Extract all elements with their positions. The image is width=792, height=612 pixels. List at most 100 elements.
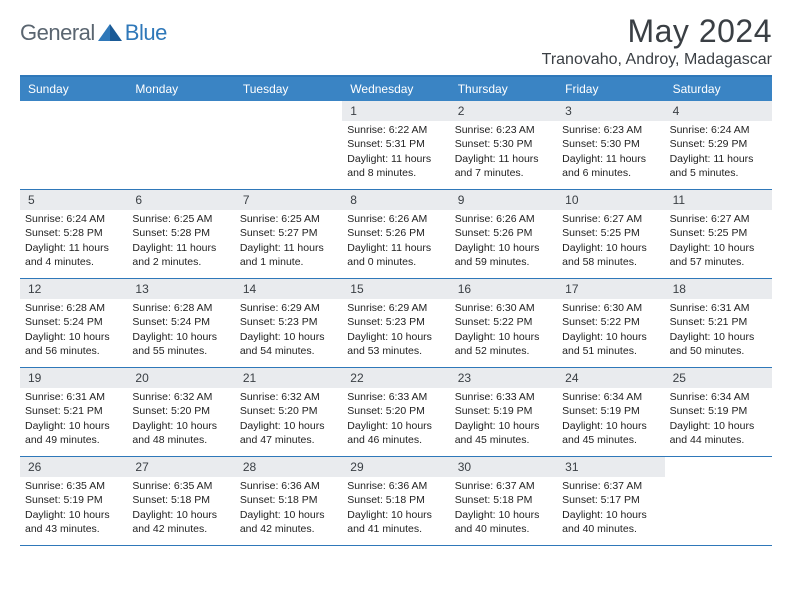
day-details: Sunrise: 6:22 AMSunset: 5:31 PMDaylight:… (342, 121, 449, 186)
daylight-text: Daylight: 10 hours and 48 minutes. (132, 419, 229, 447)
day-number: 23 (450, 368, 557, 388)
daylight-text: Daylight: 10 hours and 42 minutes. (132, 508, 229, 536)
daylight-text: Daylight: 10 hours and 45 minutes. (562, 419, 659, 447)
sunset-text: Sunset: 5:20 PM (132, 404, 229, 418)
sunrise-text: Sunrise: 6:37 AM (455, 479, 552, 493)
day-number: 27 (127, 457, 234, 477)
day-number: 21 (235, 368, 342, 388)
sunset-text: Sunset: 5:21 PM (25, 404, 122, 418)
calendar-day-cell: 29Sunrise: 6:36 AMSunset: 5:18 PMDayligh… (342, 457, 449, 545)
calendar-day-cell: 17Sunrise: 6:30 AMSunset: 5:22 PMDayligh… (557, 279, 664, 367)
sunset-text: Sunset: 5:23 PM (240, 315, 337, 329)
sunrise-text: Sunrise: 6:26 AM (455, 212, 552, 226)
weeks-container: 1Sunrise: 6:22 AMSunset: 5:31 PMDaylight… (20, 101, 772, 546)
day-number: 14 (235, 279, 342, 299)
sunset-text: Sunset: 5:21 PM (670, 315, 767, 329)
day-details: Sunrise: 6:25 AMSunset: 5:28 PMDaylight:… (127, 210, 234, 275)
calendar-day-cell (665, 457, 772, 545)
calendar-day-cell: 20Sunrise: 6:32 AMSunset: 5:20 PMDayligh… (127, 368, 234, 456)
day-number: 9 (450, 190, 557, 210)
day-number: 17 (557, 279, 664, 299)
sunrise-text: Sunrise: 6:28 AM (25, 301, 122, 315)
sunrise-text: Sunrise: 6:37 AM (562, 479, 659, 493)
day-number: 2 (450, 101, 557, 121)
daylight-text: Daylight: 10 hours and 50 minutes. (670, 330, 767, 358)
sunrise-text: Sunrise: 6:29 AM (240, 301, 337, 315)
day-details: Sunrise: 6:31 AMSunset: 5:21 PMDaylight:… (20, 388, 127, 453)
sunset-text: Sunset: 5:20 PM (347, 404, 444, 418)
weekday-header: Thursday (450, 77, 557, 101)
daylight-text: Daylight: 10 hours and 59 minutes. (455, 241, 552, 269)
day-number: 19 (20, 368, 127, 388)
sunrise-text: Sunrise: 6:34 AM (670, 390, 767, 404)
day-details: Sunrise: 6:28 AMSunset: 5:24 PMDaylight:… (20, 299, 127, 364)
day-details: Sunrise: 6:36 AMSunset: 5:18 PMDaylight:… (342, 477, 449, 542)
weekday-header: Tuesday (235, 77, 342, 101)
weekday-header: Wednesday (342, 77, 449, 101)
daylight-text: Daylight: 10 hours and 51 minutes. (562, 330, 659, 358)
day-number: 18 (665, 279, 772, 299)
sunrise-text: Sunrise: 6:32 AM (240, 390, 337, 404)
daylight-text: Daylight: 10 hours and 52 minutes. (455, 330, 552, 358)
day-details: Sunrise: 6:32 AMSunset: 5:20 PMDaylight:… (235, 388, 342, 453)
calendar-day-cell: 24Sunrise: 6:34 AMSunset: 5:19 PMDayligh… (557, 368, 664, 456)
sunset-text: Sunset: 5:26 PM (347, 226, 444, 240)
calendar-day-cell: 4Sunrise: 6:24 AMSunset: 5:29 PMDaylight… (665, 101, 772, 189)
sunset-text: Sunset: 5:18 PM (347, 493, 444, 507)
sunset-text: Sunset: 5:31 PM (347, 137, 444, 151)
day-number: 24 (557, 368, 664, 388)
sunset-text: Sunset: 5:24 PM (25, 315, 122, 329)
day-details: Sunrise: 6:27 AMSunset: 5:25 PMDaylight:… (665, 210, 772, 275)
day-number: 10 (557, 190, 664, 210)
daylight-text: Daylight: 10 hours and 56 minutes. (25, 330, 122, 358)
day-number: 31 (557, 457, 664, 477)
sunset-text: Sunset: 5:17 PM (562, 493, 659, 507)
daylight-text: Daylight: 10 hours and 44 minutes. (670, 419, 767, 447)
calendar-day-cell: 1Sunrise: 6:22 AMSunset: 5:31 PMDaylight… (342, 101, 449, 189)
day-details: Sunrise: 6:32 AMSunset: 5:20 PMDaylight:… (127, 388, 234, 453)
day-details: Sunrise: 6:24 AMSunset: 5:29 PMDaylight:… (665, 121, 772, 186)
calendar-day-cell: 22Sunrise: 6:33 AMSunset: 5:20 PMDayligh… (342, 368, 449, 456)
calendar-day-cell (20, 101, 127, 189)
sunset-text: Sunset: 5:19 PM (25, 493, 122, 507)
calendar-day-cell: 14Sunrise: 6:29 AMSunset: 5:23 PMDayligh… (235, 279, 342, 367)
day-details: Sunrise: 6:23 AMSunset: 5:30 PMDaylight:… (450, 121, 557, 186)
calendar-day-cell: 30Sunrise: 6:37 AMSunset: 5:18 PMDayligh… (450, 457, 557, 545)
day-number: 22 (342, 368, 449, 388)
day-details: Sunrise: 6:34 AMSunset: 5:19 PMDaylight:… (665, 388, 772, 453)
day-number: 15 (342, 279, 449, 299)
daylight-text: Daylight: 11 hours and 8 minutes. (347, 152, 444, 180)
calendar-day-cell: 13Sunrise: 6:28 AMSunset: 5:24 PMDayligh… (127, 279, 234, 367)
daylight-text: Daylight: 10 hours and 47 minutes. (240, 419, 337, 447)
day-details: Sunrise: 6:33 AMSunset: 5:19 PMDaylight:… (450, 388, 557, 453)
calendar-day-cell: 2Sunrise: 6:23 AMSunset: 5:30 PMDaylight… (450, 101, 557, 189)
daylight-text: Daylight: 11 hours and 0 minutes. (347, 241, 444, 269)
day-number: 16 (450, 279, 557, 299)
sunrise-text: Sunrise: 6:36 AM (240, 479, 337, 493)
calendar-day-cell (235, 101, 342, 189)
sunset-text: Sunset: 5:18 PM (455, 493, 552, 507)
calendar-day-cell: 25Sunrise: 6:34 AMSunset: 5:19 PMDayligh… (665, 368, 772, 456)
calendar-page: General Blue May 2024 Tranovaho, Androy,… (0, 0, 792, 546)
logo-mark-icon (97, 22, 123, 44)
day-details: Sunrise: 6:29 AMSunset: 5:23 PMDaylight:… (342, 299, 449, 364)
day-details: Sunrise: 6:25 AMSunset: 5:27 PMDaylight:… (235, 210, 342, 275)
daylight-text: Daylight: 11 hours and 6 minutes. (562, 152, 659, 180)
daylight-text: Daylight: 11 hours and 1 minute. (240, 241, 337, 269)
calendar-day-cell: 11Sunrise: 6:27 AMSunset: 5:25 PMDayligh… (665, 190, 772, 278)
sunrise-text: Sunrise: 6:22 AM (347, 123, 444, 137)
daylight-text: Daylight: 10 hours and 40 minutes. (562, 508, 659, 536)
sunset-text: Sunset: 5:23 PM (347, 315, 444, 329)
calendar-day-cell: 26Sunrise: 6:35 AMSunset: 5:19 PMDayligh… (20, 457, 127, 545)
calendar-day-cell: 7Sunrise: 6:25 AMSunset: 5:27 PMDaylight… (235, 190, 342, 278)
sunset-text: Sunset: 5:29 PM (670, 137, 767, 151)
calendar-day-cell: 31Sunrise: 6:37 AMSunset: 5:17 PMDayligh… (557, 457, 664, 545)
day-details: Sunrise: 6:26 AMSunset: 5:26 PMDaylight:… (450, 210, 557, 275)
calendar-day-cell: 12Sunrise: 6:28 AMSunset: 5:24 PMDayligh… (20, 279, 127, 367)
day-details: Sunrise: 6:37 AMSunset: 5:17 PMDaylight:… (557, 477, 664, 542)
sunrise-text: Sunrise: 6:26 AM (347, 212, 444, 226)
calendar-day-cell: 18Sunrise: 6:31 AMSunset: 5:21 PMDayligh… (665, 279, 772, 367)
calendar-day-cell: 21Sunrise: 6:32 AMSunset: 5:20 PMDayligh… (235, 368, 342, 456)
sunrise-text: Sunrise: 6:24 AM (670, 123, 767, 137)
sunset-text: Sunset: 5:30 PM (455, 137, 552, 151)
